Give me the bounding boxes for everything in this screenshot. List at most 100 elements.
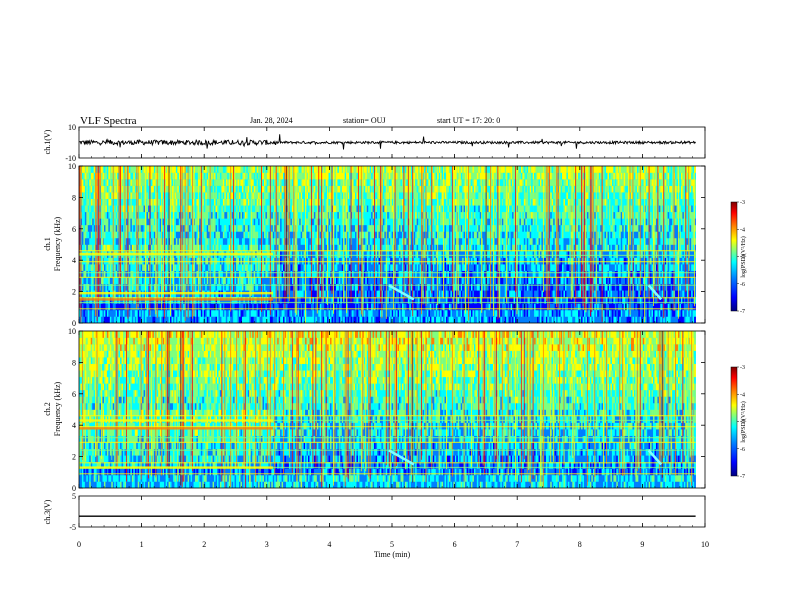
spectrogram-cell [231, 192, 234, 200]
spectrogram-cell [231, 166, 234, 173]
spectrogram-cell [103, 224, 106, 232]
spectrogram-cell [112, 257, 115, 265]
spectrogram-cell [114, 166, 117, 173]
spectrogram-cell [150, 270, 153, 278]
spectrogram-cell [253, 264, 256, 271]
spectrogram-cell [237, 185, 240, 193]
spectrogram-cell [283, 224, 285, 232]
spectrogram-cell [230, 316, 232, 323]
spectrogram-cell [208, 309, 210, 317]
spectrogram-cell [93, 270, 96, 278]
spectrogram-cell [290, 166, 293, 173]
spectrogram-cell [368, 264, 370, 271]
spectrogram-cell [341, 244, 344, 252]
spectrogram-cell [343, 316, 346, 323]
spectrogram-cell [215, 264, 218, 271]
spectrogram-cell [92, 224, 94, 232]
spectrogram-cell [278, 303, 281, 311]
spectrogram-cell [148, 211, 150, 219]
spectrogram-cell [365, 296, 368, 304]
spectrogram-cell [243, 179, 246, 186]
spectrogram-cell [303, 296, 306, 304]
spectrogram-cell [142, 244, 144, 252]
spectrogram-cell [87, 244, 90, 252]
spectrogram-cell [134, 277, 137, 285]
spectrogram-cell [365, 224, 368, 232]
spectrogram-cell [372, 185, 375, 193]
spectrogram-cell [217, 257, 219, 265]
spectrogram-cell [218, 198, 221, 206]
spectrogram-cell [86, 257, 89, 265]
spectrogram-cell [356, 205, 359, 213]
spectrogram-cell [234, 166, 237, 173]
spectrogram-cell [256, 316, 259, 323]
spectrogram-cell [352, 224, 354, 232]
spectrogram-cell [291, 251, 294, 258]
spectrogram-cell [266, 303, 269, 311]
spectrogram-cell [353, 172, 356, 180]
spectrogram-cell [243, 244, 246, 252]
spectrogram-cell [124, 179, 127, 186]
spectrogram-cell [114, 224, 117, 232]
spectrogram-cell [313, 257, 316, 265]
spectrogram-cell [108, 166, 111, 173]
spectrogram-cell [81, 185, 84, 193]
spectrogram-cell [365, 198, 368, 206]
spectrogram-cell [117, 218, 119, 226]
spectrogram-cell [368, 179, 370, 186]
spectrogram-cell [211, 309, 213, 317]
spectrogram-cell [146, 237, 149, 245]
spectrogram-cell [355, 251, 357, 258]
spectrogram-cell [313, 211, 316, 219]
spectrogram-cell [340, 251, 343, 258]
spectrogram-cell [202, 309, 205, 317]
spectrogram-cell [206, 166, 209, 173]
spectrogram-cell [360, 316, 363, 323]
spectrogram-cell [241, 172, 244, 180]
spectrogram-cell [272, 290, 275, 298]
spectrogram-cell [89, 172, 92, 180]
spectrogram-cell [196, 172, 199, 180]
spectrogram-cell [121, 179, 124, 186]
spectrogram-cell [95, 185, 97, 193]
spectrogram-cell [206, 270, 209, 278]
spectrogram-cell [165, 257, 168, 265]
spectrogram-cell [297, 257, 300, 265]
spectrogram-cell [93, 172, 96, 180]
spectrogram-cell [312, 192, 315, 200]
spectrogram-cell [338, 257, 341, 265]
spectrogram-cell [112, 218, 115, 226]
spectrogram-cell [246, 198, 249, 206]
spectrogram-cell [366, 218, 369, 226]
spectrogram-cell [265, 166, 268, 173]
spectrogram-cell [313, 231, 316, 239]
spectrogram-cell [117, 185, 119, 193]
spectrogram-cell [194, 264, 197, 271]
spectrogram-cell [219, 264, 222, 271]
spectrogram-cell [363, 172, 366, 180]
spectrogram-cell [247, 309, 250, 317]
spectrogram-cell [98, 316, 100, 323]
spectrogram-cell [175, 283, 178, 291]
spectrogram-cell [83, 316, 86, 323]
spectrogram-cell [234, 244, 237, 252]
spectrogram-cell [199, 244, 202, 252]
spectrogram-cell [121, 224, 124, 232]
spectrogram-cell [258, 192, 260, 200]
spectrogram-cell [118, 316, 121, 323]
spectrogram-cell [148, 264, 150, 271]
spectrogram-cell [234, 211, 237, 219]
spectrogram-cell [174, 244, 177, 252]
spectrogram-cell [324, 166, 326, 173]
spectrogram-cell [356, 316, 359, 323]
spectrogram-cell [133, 244, 136, 252]
spectrogram-cell [294, 316, 297, 323]
spectrogram-cell [143, 244, 146, 252]
spectrogram-cell [222, 309, 225, 317]
spectrogram-cell [308, 198, 310, 206]
spectrogram-cell [378, 277, 381, 285]
spectrogram-cell [368, 316, 370, 323]
spectrogram-cell [325, 185, 328, 193]
spectrogram-cell [352, 283, 354, 291]
spectrogram-cell [377, 257, 379, 265]
